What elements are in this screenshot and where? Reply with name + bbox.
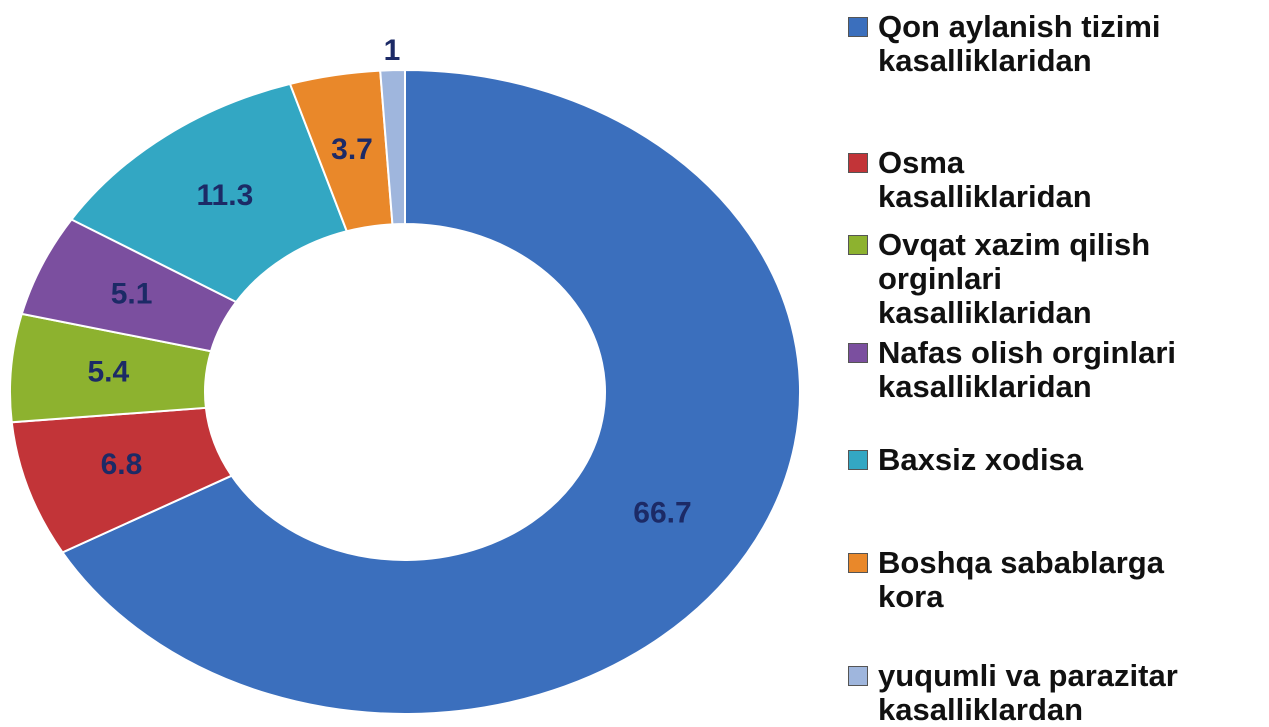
legend-label: yuqumli va parazitar kasalliklardan (878, 658, 1178, 727)
legend-item: yuqumli va parazitar kasalliklardan (848, 659, 1178, 727)
value-label: 11.3 (197, 179, 254, 212)
legend-swatch (848, 666, 868, 686)
legend-swatch (848, 17, 868, 37)
legend-swatch (848, 343, 868, 363)
legend-swatch (848, 450, 868, 470)
value-label: 5.4 (87, 355, 129, 388)
value-label: 3.7 (331, 133, 373, 166)
donut: 66.7 6.8 5.4 5.1 11.3 3.7 1 (9, 34, 801, 715)
value-label: 6.8 (101, 448, 143, 481)
legend-label: Nafas olish orginlari kasalliklaridan (878, 335, 1177, 404)
legend-label: Ovqat xazim qilish orginlari kasalliklar… (878, 227, 1151, 330)
slice (60, 68, 801, 715)
value-label: 66.7 (633, 497, 691, 530)
value-label: 1 (384, 34, 401, 67)
legend-item: Ovqat xazim qilish orginlari kasalliklar… (848, 228, 1150, 330)
legend-item: Baxsiz xodisa (848, 443, 1083, 477)
legend-item: Qon aylanish tizimi kasalliklaridan (848, 10, 1161, 78)
legend-label: Qon aylanish tizimi kasalliklaridan (878, 9, 1161, 78)
legend-item: Nafas olish orginlari kasalliklaridan (848, 336, 1176, 404)
legend-item: Boshqa sabablarga kora (848, 546, 1164, 614)
legend-label: Osma kasalliklaridan (878, 145, 1092, 214)
legend-label: Baxsiz xodisa (878, 442, 1084, 477)
legend-item: Osma kasalliklaridan (848, 146, 1092, 214)
legend-swatch (848, 553, 868, 573)
slice (379, 68, 406, 226)
legend-swatch (848, 153, 868, 173)
legend-label: Boshqa sabablarga kora (878, 545, 1164, 614)
value-label: 5.1 (111, 277, 153, 310)
legend-swatch (848, 235, 868, 255)
